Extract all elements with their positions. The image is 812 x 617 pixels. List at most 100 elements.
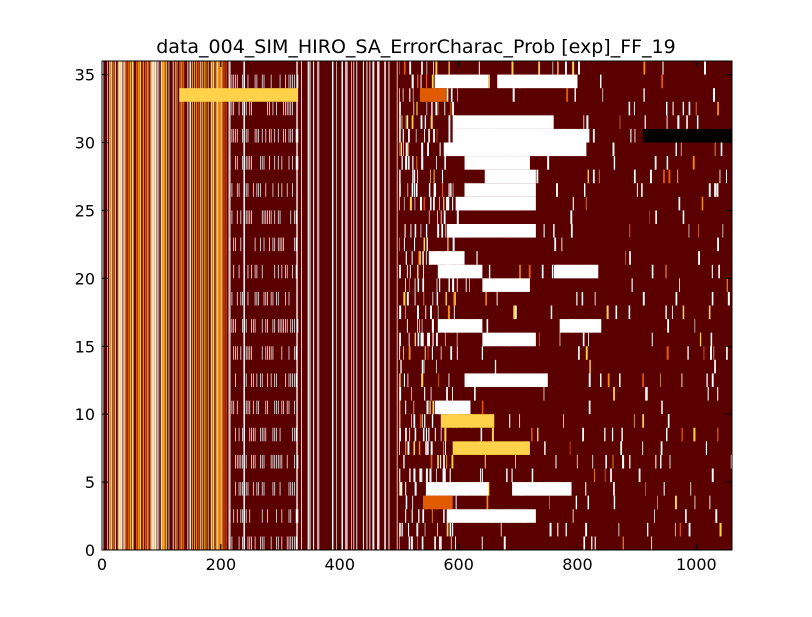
heatmap-cell	[604, 468, 606, 483]
heatmap-cell	[480, 427, 483, 442]
heatmap-stripe	[377, 61, 379, 550]
heatmap-cell	[274, 210, 276, 224]
heatmap-cell	[276, 101, 277, 116]
heatmap-cell	[254, 454, 256, 469]
heatmap-cell	[254, 74, 256, 89]
heatmap-cell	[251, 373, 252, 387]
heatmap-cell	[290, 373, 292, 387]
heatmap-cell	[512, 88, 515, 102]
heatmap-cell	[414, 482, 417, 496]
heatmap-cell	[267, 509, 268, 523]
heatmap-cell	[666, 346, 669, 360]
heatmap-stripe	[378, 61, 380, 550]
heatmap-cell	[634, 128, 636, 143]
heatmap-cell	[261, 156, 263, 170]
heatmap-cell	[570, 210, 573, 224]
heatmap-cell	[263, 291, 265, 306]
heatmap-cell	[629, 251, 631, 265]
heatmap-cell	[680, 142, 682, 157]
heatmap-cell	[433, 183, 436, 197]
heatmap-cell	[705, 441, 708, 455]
heatmap-cell	[261, 210, 263, 224]
heatmap-cell	[279, 427, 281, 442]
heatmap-cell	[274, 454, 276, 469]
heatmap-cell	[681, 373, 683, 387]
heatmap-cell	[503, 536, 506, 550]
heatmap-cell	[717, 427, 719, 442]
heatmap-cell	[244, 156, 245, 170]
heatmap-cell	[622, 536, 624, 550]
heatmap-cell	[585, 522, 588, 537]
heatmap-cell	[419, 196, 422, 211]
heatmap-cell	[293, 346, 295, 360]
heatmap-cell	[569, 441, 571, 455]
heatmap-cell	[242, 74, 243, 89]
heatmap-stripe	[129, 61, 131, 550]
heatmap-cell	[285, 101, 286, 116]
heatmap-stripe	[221, 61, 223, 550]
heatmap-stripe	[222, 61, 224, 550]
heatmap-cell	[277, 237, 279, 252]
heatmap-stripe	[189, 61, 191, 550]
heatmap-stripe	[215, 61, 217, 550]
heatmap-cell	[265, 210, 267, 224]
heatmap-segment	[437, 264, 483, 279]
heatmap-cell	[292, 427, 293, 442]
heatmap-cell	[465, 278, 467, 292]
heatmap-stripe	[341, 61, 343, 550]
heatmap-cell	[416, 101, 418, 116]
heatmap-cell	[444, 441, 447, 455]
heatmap-cell	[671, 305, 673, 320]
heatmap-cell	[272, 291, 274, 306]
heatmap-cell	[421, 536, 424, 550]
heatmap-segment	[446, 509, 536, 523]
heatmap-cell	[403, 291, 406, 306]
heatmap-cell	[618, 522, 620, 537]
heatmap-cell	[448, 128, 451, 143]
heatmap-cell	[235, 454, 236, 469]
heatmap-cell	[270, 454, 272, 469]
heatmap-cell	[404, 224, 406, 238]
y-tick-label: 20	[75, 269, 95, 288]
heatmap-cell	[407, 441, 410, 455]
heatmap-cell	[633, 169, 636, 184]
heatmap-stripe	[113, 61, 115, 550]
heatmap-cell	[233, 74, 235, 89]
heatmap-cell	[543, 387, 545, 401]
heatmap-cell	[610, 468, 612, 483]
heatmap-cell	[586, 115, 589, 129]
heatmap-cell	[422, 278, 425, 292]
heatmap-cell	[428, 332, 431, 347]
heatmap-cell	[295, 128, 297, 143]
heatmap-segment	[179, 88, 299, 102]
heatmap-cell	[290, 536, 292, 550]
heatmap-cell	[231, 183, 233, 197]
heatmap-cell	[413, 414, 416, 428]
heatmap-segment	[455, 196, 536, 211]
heatmap-cell	[235, 373, 236, 387]
heatmap-cell	[431, 346, 433, 360]
heatmap-cell	[642, 414, 645, 428]
heatmap-cell	[292, 264, 293, 279]
heatmap-cell	[290, 509, 292, 523]
heatmap-cell	[703, 346, 705, 360]
heatmap-cell	[281, 454, 283, 469]
heatmap-stripe	[317, 61, 318, 550]
heatmap-cell	[286, 454, 288, 469]
heatmap-cell	[446, 196, 448, 211]
heatmap-cell	[594, 536, 596, 550]
axes: 0 200 400 600 800 1000 0 5 10 15 20 25 30 35	[75, 61, 732, 574]
heatmap-cell	[229, 319, 231, 333]
heatmap-cell	[488, 74, 490, 89]
heatmap-cell	[406, 142, 409, 157]
heatmap-stripe	[127, 61, 129, 550]
heatmap-cell	[549, 522, 552, 537]
heatmap-cell	[229, 509, 231, 523]
heatmap-cell	[682, 101, 685, 116]
heatmap-cell	[292, 128, 293, 143]
heatmap-cell	[416, 156, 418, 170]
heatmap-cell	[717, 101, 719, 116]
heatmap-cell	[537, 427, 539, 442]
heatmap-cell	[409, 468, 411, 483]
heatmap-cell	[629, 224, 631, 238]
